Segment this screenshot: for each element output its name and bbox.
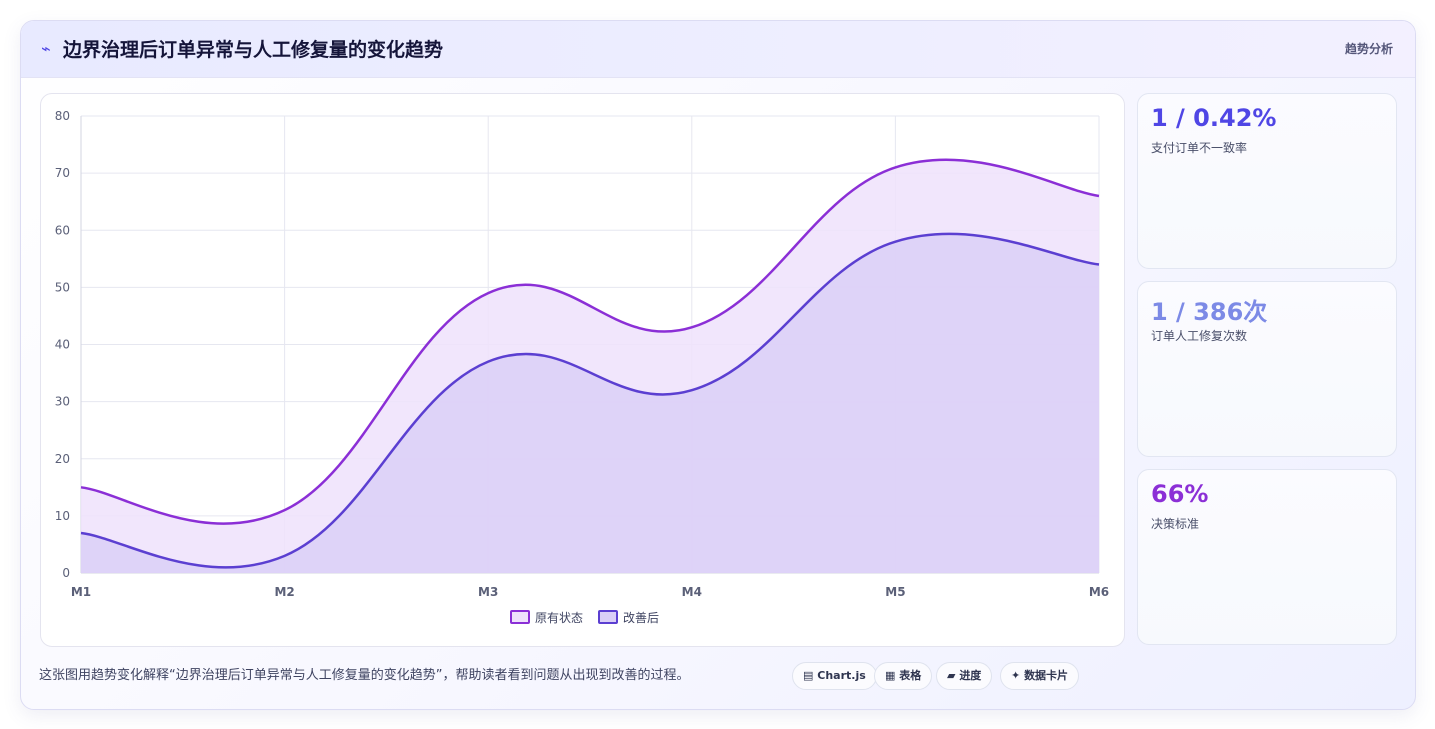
legend-swatch: [598, 610, 618, 624]
table-icon: ▦: [885, 669, 896, 682]
chip-label: 表格: [899, 669, 922, 682]
chip-data-card[interactable]: ✦ 数据卡片: [1000, 662, 1080, 690]
legend-swatch: [510, 610, 530, 624]
chip-chartjs[interactable]: ▤ Chart.js: [792, 662, 877, 690]
kpi-card-manual-fix: 1 / 386次 订单人工修复次数: [1137, 281, 1397, 457]
card-header: ⌁ 边界治理后订单异常与人工修复量的变化趋势 趋势分析: [21, 21, 1415, 78]
x-tick-label: M1: [71, 585, 91, 599]
chip-progress[interactable]: ▰ 进度: [936, 662, 993, 690]
series-line-0: [80, 158, 1100, 525]
trend-icon: ⌁: [41, 39, 51, 58]
legend-label: 原有状态: [535, 611, 583, 625]
area-chart: 0 10 20 30 40 50 60 70 80 M1 M2 M3 M4 M5 M6 原有状态 改善后: [55, 109, 1109, 625]
sparkle-icon: ✦: [1011, 669, 1021, 682]
kpi-card-payment-mismatch: 1 / 0.42% 支付订单不一致率: [1137, 93, 1397, 269]
x-tick-label: M6: [1089, 585, 1109, 599]
page-title: 边界治理后订单异常与人工修复量的变化趋势: [63, 39, 444, 61]
y-tick-label: 50: [55, 280, 70, 294]
y-tick-label: 80: [55, 109, 70, 123]
chart-icon: ▤: [803, 669, 814, 682]
x-tick-label: M2: [274, 585, 294, 599]
kpi-value: 66%: [1151, 480, 1209, 508]
y-tick-label: 40: [55, 338, 70, 352]
y-tick-label: 60: [55, 223, 70, 237]
y-tick-label: 70: [55, 166, 70, 180]
series-line-1: [80, 232, 1100, 569]
header-tag: 趋势分析: [1344, 42, 1393, 56]
chip-label: Chart.js: [817, 669, 866, 682]
progress-icon: ▰: [947, 669, 956, 682]
kpi-label: 决策标准: [1151, 517, 1200, 531]
y-tick-label: 10: [55, 509, 70, 523]
y-tick-label: 30: [55, 395, 70, 409]
chip-label: 数据卡片: [1024, 669, 1069, 682]
y-tick-label: 0: [62, 566, 70, 580]
kpi-value: 1 / 386次: [1151, 298, 1268, 326]
kpi-label: 支付订单不一致率: [1151, 141, 1248, 155]
legend-label: 改善后: [623, 610, 659, 625]
kpi-value: 1 / 0.42%: [1151, 104, 1277, 132]
kpi-card-decision: 66% 决策标准: [1137, 469, 1397, 645]
kpi-label: 订单人工修复次数: [1151, 329, 1248, 343]
x-tick-label: M4: [682, 585, 702, 599]
chart-panel: 0 10 20 30 40 50 60 70 80 M1 M2 M3 M4 M5 M6 原有状态 改善后: [40, 93, 1125, 647]
series-area-1: [81, 233, 1099, 573]
chart-description: 这张图用趋势变化解释“边界治理后订单异常与人工修复量的变化趋势”，帮助读者看到问…: [39, 668, 690, 683]
chip-table[interactable]: ▦ 表格: [874, 662, 933, 690]
y-tick-label: 20: [55, 452, 70, 466]
main-card: ⌁ 边界治理后订单异常与人工修复量的变化趋势 趋势分析 0 10 20 30 40 50 6…: [20, 20, 1416, 710]
x-tick-label: M5: [885, 585, 905, 599]
x-tick-label: M3: [478, 585, 498, 599]
chip-label: 进度: [959, 669, 982, 682]
